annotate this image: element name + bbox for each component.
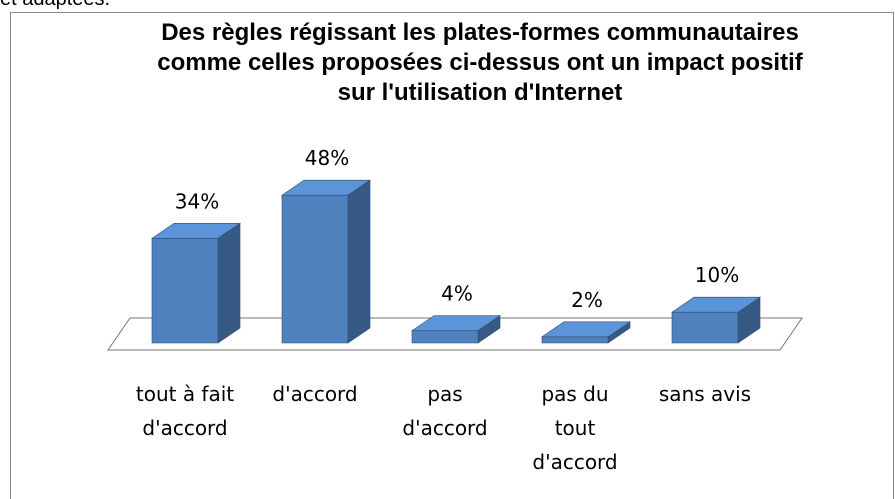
bar-front (411, 330, 479, 344)
bar-side (347, 179, 371, 344)
x-tick-label: d'accord (272, 382, 358, 406)
bar-top (541, 321, 631, 338)
bar (541, 321, 631, 344)
bar-front (151, 237, 219, 344)
data-label: 34% (175, 189, 219, 213)
x-tick-label: pas d'accord (402, 382, 488, 440)
context-text: et adaptées. (0, 0, 110, 11)
data-label: 2% (571, 288, 603, 312)
bar-top (671, 296, 761, 313)
data-label: 48% (305, 146, 349, 170)
bar-front (541, 336, 609, 344)
chart-frame (10, 12, 894, 499)
bar (671, 296, 761, 344)
chart-title: Des règles régissant les plates-formes c… (157, 19, 803, 106)
bar (411, 315, 501, 344)
bar-front (671, 311, 739, 344)
bar-top (151, 222, 241, 239)
data-label: 4% (441, 282, 473, 306)
bar-front (281, 194, 349, 344)
bar-top (281, 179, 371, 196)
bar-side (217, 222, 241, 344)
data-label: 10% (695, 263, 739, 287)
x-tick-label: tout à fait d'accord (135, 382, 235, 440)
bar (281, 179, 371, 344)
bar (151, 222, 241, 344)
bar-top (411, 315, 501, 331)
x-tick-label: sans avis (658, 382, 752, 406)
x-tick-label: pas du tout d'accord (532, 382, 618, 474)
